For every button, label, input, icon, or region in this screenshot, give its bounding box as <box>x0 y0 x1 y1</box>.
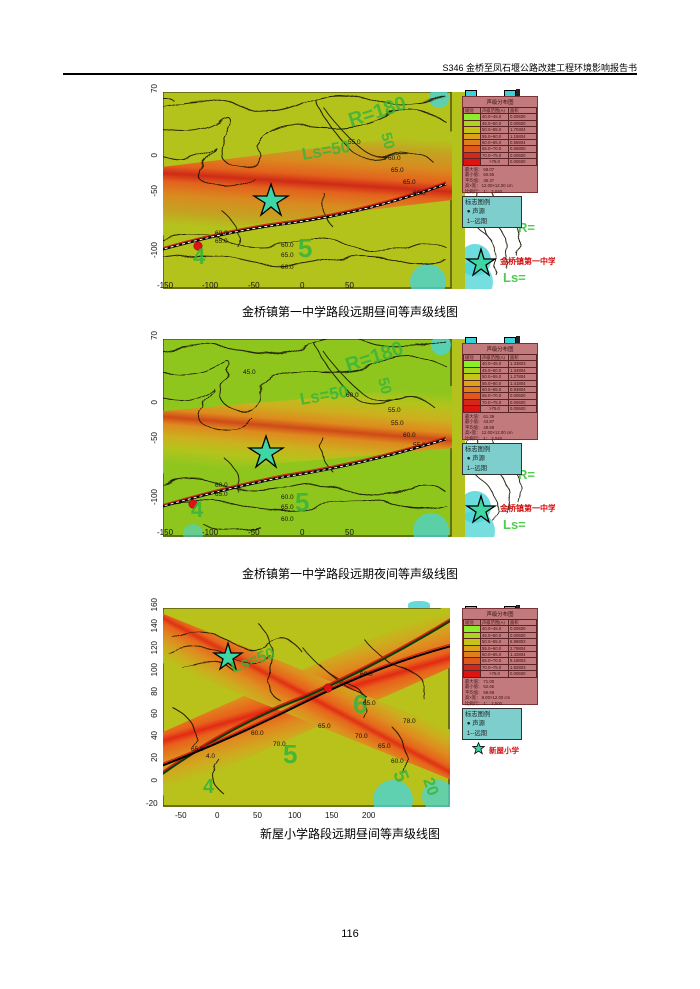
svg-text:65.0: 65.0 <box>378 743 391 750</box>
svg-text:70.0: 70.0 <box>355 733 368 740</box>
svg-text:金桥镇第一中学: 金桥镇第一中学 <box>499 256 555 266</box>
svg-text:60.0: 60.0 <box>346 392 359 399</box>
svg-text:5: 5 <box>298 233 312 263</box>
svg-text:4: 4 <box>203 776 215 798</box>
svg-text:55.0: 55.0 <box>348 139 361 146</box>
svg-text:60.0: 60.0 <box>413 190 426 197</box>
svg-text:60.0: 60.0 <box>403 432 416 439</box>
svg-text:60.0: 60.0 <box>281 242 294 249</box>
svg-text:65.0: 65.0 <box>363 700 376 707</box>
svg-text:65.0: 65.0 <box>215 491 228 498</box>
svg-text:60.0: 60.0 <box>251 730 264 737</box>
svg-text:60.0: 60.0 <box>215 230 228 237</box>
svg-text:65.0: 65.0 <box>281 504 294 511</box>
svg-text:Ls=: Ls= <box>503 517 526 532</box>
svg-text:60.0: 60.0 <box>281 264 294 271</box>
svg-text:65.0: 65.0 <box>191 746 204 753</box>
svg-text:4: 4 <box>191 497 204 522</box>
svg-text:60.0: 60.0 <box>388 155 401 162</box>
svg-text:60.0: 60.0 <box>215 482 228 489</box>
svg-text:55.0: 55.0 <box>413 442 426 449</box>
svg-text:60.0: 60.0 <box>360 671 373 678</box>
svg-text:4: 4 <box>193 244 206 269</box>
svg-text:65.0: 65.0 <box>403 179 416 186</box>
svg-text:65.0: 65.0 <box>391 167 404 174</box>
svg-text:5: 5 <box>295 487 309 517</box>
svg-text:65.0: 65.0 <box>318 723 331 730</box>
svg-text:78.0: 78.0 <box>403 718 416 725</box>
svg-text:45.0: 45.0 <box>243 369 256 376</box>
svg-text:55.0: 55.0 <box>388 407 401 414</box>
svg-text:60.0: 60.0 <box>281 494 294 501</box>
svg-text:65.0: 65.0 <box>215 238 228 245</box>
svg-text:60.0: 60.0 <box>391 758 404 765</box>
svg-text:70.0: 70.0 <box>273 741 286 748</box>
svg-text:55.0: 55.0 <box>391 420 404 427</box>
svg-text:Ls=: Ls= <box>503 270 526 285</box>
svg-text:金桥镇第一中学: 金桥镇第一中学 <box>499 503 555 513</box>
svg-text:60.0: 60.0 <box>281 516 294 523</box>
svg-text:4.0: 4.0 <box>206 753 215 760</box>
svg-text:65.0: 65.0 <box>281 252 294 259</box>
